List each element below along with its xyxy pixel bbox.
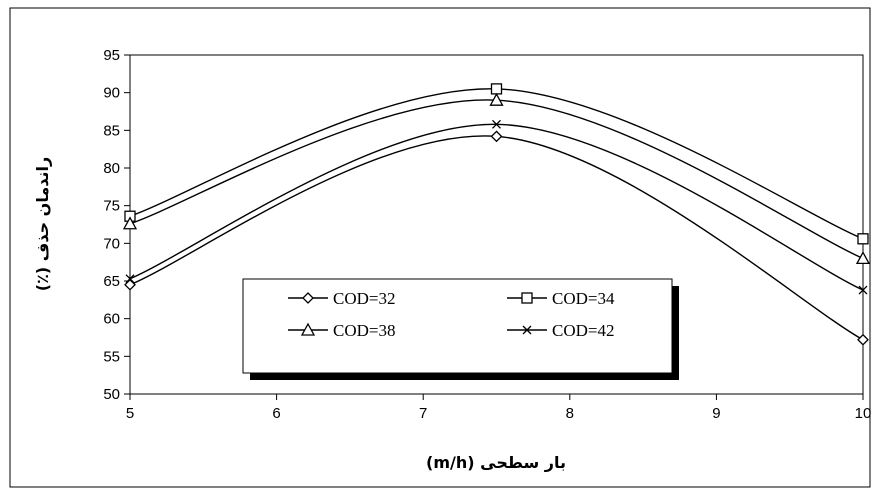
x-tick-label: 10 xyxy=(855,405,872,422)
series-layer xyxy=(122,83,871,346)
data-point xyxy=(857,233,869,245)
y-tick-label: 80 xyxy=(103,160,120,177)
series-diamond xyxy=(124,130,869,346)
y-tick-label: 95 xyxy=(103,47,120,64)
y-axis-title: راندمان حذف (٪) xyxy=(33,157,52,291)
data-point xyxy=(489,92,504,106)
legend-item: COD=34 xyxy=(507,289,615,308)
x-axis: 5 6 7 8 9 10 xyxy=(126,394,872,422)
x-tick-label: 6 xyxy=(272,405,280,422)
data-point xyxy=(855,251,871,265)
legend-marker xyxy=(300,322,316,336)
y-tick-label: 90 xyxy=(103,85,120,102)
legend-box xyxy=(242,278,673,374)
data-point xyxy=(122,216,138,230)
series-triangle xyxy=(122,92,871,265)
y-tick-label: 55 xyxy=(103,348,120,365)
x-axis-title: بار سطحی (m/h) xyxy=(426,453,566,472)
legend-item: COD=42 xyxy=(507,321,614,340)
legend-marker xyxy=(302,292,314,304)
chart-frame xyxy=(9,7,871,488)
x-tick-label: 7 xyxy=(419,405,427,422)
y-tick-label: 70 xyxy=(103,235,120,252)
data-point xyxy=(490,130,503,143)
data-point xyxy=(125,274,135,284)
legend-marker xyxy=(521,292,533,304)
data-point xyxy=(857,333,869,346)
legend: COD=32 COD=34 COD=38 COD=42 xyxy=(242,278,679,380)
legend-label: COD=32 xyxy=(333,289,395,308)
x-tick-label: 9 xyxy=(712,405,720,422)
series-x xyxy=(125,119,868,295)
data-point xyxy=(858,285,868,295)
y-tick-label: 65 xyxy=(103,273,120,290)
y-tick-label: 75 xyxy=(103,198,120,215)
legend-marker xyxy=(522,325,532,335)
y-tick-label: 60 xyxy=(103,311,120,328)
x-tick-label: 8 xyxy=(566,405,574,422)
legend-item: COD=32 xyxy=(288,289,395,308)
x-tick-label: 5 xyxy=(126,405,134,422)
legend-label: COD=42 xyxy=(552,321,614,340)
legend-label: COD=34 xyxy=(552,289,615,308)
legend-item: COD=38 xyxy=(288,321,395,340)
data-point xyxy=(492,119,501,129)
y-axis: 50 55 60 65 70 75 80 85 90 95 xyxy=(103,47,130,403)
data-point xyxy=(490,83,503,95)
legend-label: COD=38 xyxy=(333,321,395,340)
y-tick-label: 50 xyxy=(103,386,120,403)
y-tick-label: 85 xyxy=(103,122,120,139)
data-point xyxy=(124,278,136,291)
